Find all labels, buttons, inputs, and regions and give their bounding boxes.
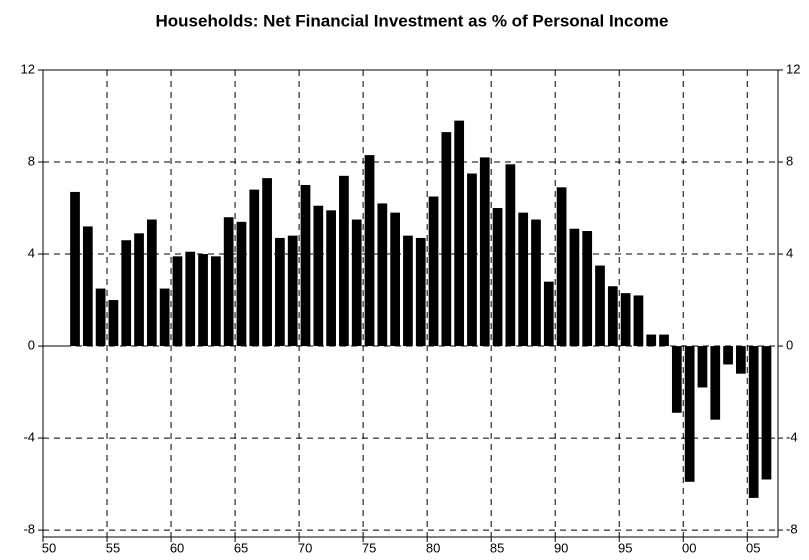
- bar: [671, 346, 682, 413]
- bar: [159, 288, 170, 347]
- bar: [172, 256, 183, 347]
- bar: [543, 281, 554, 347]
- x-tick-label: 90: [554, 540, 568, 555]
- bar: [108, 300, 119, 347]
- y-tick-label: -4: [23, 430, 35, 445]
- bar: [620, 293, 631, 347]
- bar: [300, 185, 311, 347]
- bar: [249, 189, 260, 347]
- bar: [198, 254, 208, 347]
- bar: [121, 240, 132, 347]
- bar: [697, 346, 708, 388]
- y2-tick-label: 12: [786, 61, 800, 76]
- bar: [505, 164, 516, 347]
- bar: [70, 191, 80, 347]
- chart-title: Households: Net Financial Investment as …: [156, 11, 669, 30]
- bar: [659, 334, 669, 347]
- bar: [518, 212, 529, 347]
- bar: [403, 235, 413, 347]
- bar: [467, 173, 477, 347]
- y-tick-label: 4: [28, 245, 35, 260]
- plot-frame: [42, 69, 779, 538]
- y2-tick-label: 4: [786, 245, 793, 260]
- bar: [582, 231, 593, 347]
- bar: [646, 334, 657, 347]
- x-tick-label: 55: [106, 540, 120, 555]
- bar: [95, 288, 106, 347]
- x-tick-label: 95: [618, 540, 632, 555]
- bar: [326, 210, 336, 347]
- bar: [377, 203, 388, 347]
- bar: [134, 233, 144, 347]
- bar: [415, 237, 426, 347]
- bar: [569, 228, 580, 347]
- x-tick-label: 05: [746, 540, 760, 555]
- bar: [364, 155, 375, 347]
- bar: [479, 157, 490, 347]
- bar: [556, 187, 567, 347]
- bar: [313, 205, 324, 347]
- x-tick-label: 50: [42, 540, 56, 555]
- x-tick-label: 85: [490, 540, 504, 555]
- bar: [275, 237, 285, 347]
- bar: [607, 286, 618, 347]
- bar: [428, 196, 439, 347]
- y-tick-label: 12: [21, 61, 35, 76]
- y-tick-label: -8: [23, 522, 35, 537]
- bar: [351, 219, 362, 347]
- bar: [723, 346, 733, 365]
- bar: [223, 217, 234, 347]
- bar: [710, 346, 721, 420]
- bar: [185, 251, 196, 347]
- bar: [82, 226, 93, 347]
- y2-tick-label: -8: [786, 522, 798, 537]
- bar: [262, 178, 272, 347]
- x-tick-label: 80: [426, 540, 440, 555]
- y2-tick-label: 8: [786, 153, 793, 168]
- bar: [236, 221, 247, 347]
- y2-tick-label: 0: [786, 337, 793, 352]
- y-tick-label: 0: [28, 337, 35, 352]
- y-tick-label: 8: [28, 153, 35, 168]
- bar: [684, 346, 695, 482]
- x-tick-label: 00: [682, 540, 696, 555]
- bar: [287, 235, 298, 347]
- bar: [339, 175, 349, 347]
- x-tick-label: 60: [170, 540, 184, 555]
- bar: [748, 346, 759, 498]
- bar: [441, 132, 452, 347]
- bar: [454, 120, 465, 347]
- bar: [595, 265, 605, 347]
- bar: [761, 346, 772, 480]
- bar: [390, 212, 400, 347]
- x-tick-label: 65: [234, 540, 248, 555]
- y2-tick-label: -4: [786, 430, 798, 445]
- bar: [633, 295, 644, 347]
- bar: [492, 208, 503, 347]
- bar: [146, 219, 157, 347]
- bar: [736, 346, 746, 374]
- x-tick-label: 70: [298, 540, 312, 555]
- bar: [531, 219, 541, 347]
- bar: [211, 256, 221, 347]
- x-tick-label: 75: [362, 540, 376, 555]
